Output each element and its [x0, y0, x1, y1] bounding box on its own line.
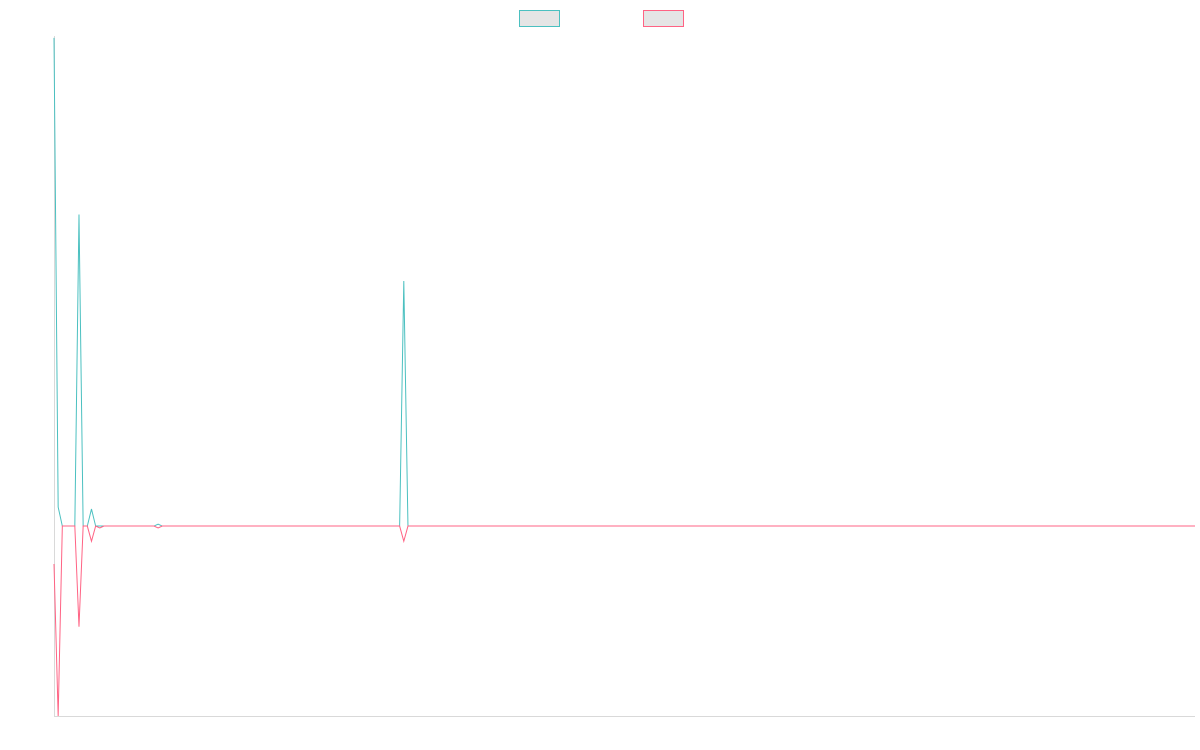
series-lines — [53, 37, 1195, 717]
legend[interactable] — [519, 10, 684, 27]
series-line-2 — [53, 525, 1195, 717]
legend-swatch-2[interactable] — [643, 10, 684, 27]
series-line-1 — [53, 37, 1195, 527]
legend-swatch-1[interactable] — [519, 10, 560, 27]
axes — [54, 36, 1195, 717]
